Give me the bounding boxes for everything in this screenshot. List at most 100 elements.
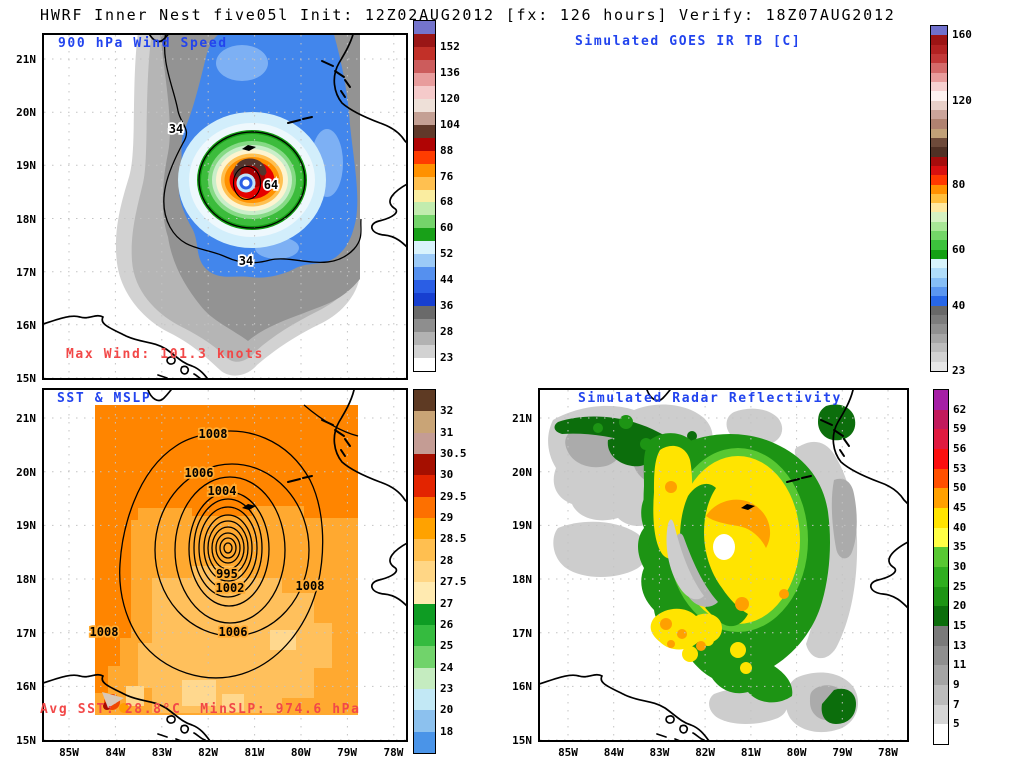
colorbar-cell (934, 665, 948, 686)
colorbar-tick-label: 80 (952, 177, 966, 191)
grid-lines (44, 35, 406, 379)
colorbar-tick-label: 28.5 (440, 532, 467, 546)
colorbar-tick-label: 40 (952, 298, 966, 312)
colorbar-cell (414, 358, 435, 372)
colorbar-cell (414, 228, 435, 243)
colorbar-tick-label: 36 (440, 299, 454, 313)
lat-label: 18N (16, 212, 36, 226)
colorbar-cell (414, 582, 435, 605)
colorbar-tick-label: 45 (953, 501, 967, 514)
colorbar-cell (414, 710, 435, 733)
colorbar-tick-label: 25 (953, 579, 967, 593)
colorbar-tick-label: 60 (952, 242, 966, 256)
colorbar-tick-label: 23 (440, 681, 454, 695)
colorbar-cell (414, 124, 435, 139)
figure-title: HWRF Inner Nest five05l Init: 12Z02AUG20… (40, 6, 896, 24)
lat-label: 17N (16, 265, 36, 279)
lat-label: 20N (16, 465, 36, 479)
contour-label: 64 (264, 178, 278, 192)
lat-label: 19N (512, 519, 532, 533)
wind-map: 34 64 34 (42, 33, 408, 380)
wind-contour-labels: 34 64 34 (167, 120, 280, 270)
colorbar-tick-label: 24 (440, 660, 454, 674)
colorbar-cell (934, 586, 948, 608)
lat-label: 15N (16, 734, 36, 748)
max-wind-annotation: Max Wind: 101.3 knots (66, 347, 264, 362)
colorbar-tick-label: 28 (440, 325, 454, 339)
lon-label: 78W (383, 746, 404, 759)
colorbar-cell (414, 624, 435, 648)
colorbar-cell (934, 468, 948, 490)
colorbar-cell (414, 111, 435, 126)
colorbar-tick-label: 104 (440, 117, 460, 131)
colorbar-tick-label: 50 (953, 481, 967, 495)
colorbar-cell (414, 496, 435, 520)
colorbar-tick-label: 120 (952, 93, 972, 107)
colorbar-cell (414, 176, 435, 191)
colorbar-tick-label: 35 (953, 540, 967, 554)
contour-label: 1004 (208, 484, 237, 498)
lat-label: 18N (512, 573, 532, 586)
colorbar-tick-label: 15 (953, 619, 967, 632)
colorbar-cell (414, 189, 435, 204)
colorbar-tick-label: 28 (440, 553, 454, 567)
colorbar-cell (414, 72, 435, 87)
colorbar-tick-label: 152 (440, 39, 460, 53)
colorbar-cell (414, 539, 435, 562)
colorbar-tick-label: 5 (953, 717, 960, 731)
colorbar-cell (414, 411, 435, 434)
colorbar-cell (414, 85, 435, 100)
lat-label: 21N (16, 412, 36, 425)
colorbar-cell (414, 332, 435, 347)
colorbar-cell (934, 390, 948, 411)
lon-label: 80W (290, 746, 311, 759)
colorbar-cell (934, 606, 948, 627)
colorbar-tick-label: 53 (953, 461, 967, 475)
lon-label: 83W (151, 746, 172, 759)
lon-label: 80W (786, 746, 807, 759)
colorbar-cell (414, 254, 435, 269)
colorbar-cell (414, 267, 435, 282)
colorbar-tick-label: 13 (953, 638, 967, 652)
colorbar-cell (934, 547, 948, 568)
colorbar-cell (414, 345, 435, 360)
colorbar-cell (414, 137, 435, 152)
colorbar-cell (934, 508, 948, 529)
colorbar-tick-label: 120 (440, 91, 460, 105)
contour-label: 34 (169, 122, 183, 136)
colorbar-tick-label: 29 (440, 511, 454, 525)
colorbar-cell (934, 685, 948, 706)
colorbar-cell (414, 454, 435, 477)
sst-mslp-annotation: Avg SST: 28.8°C MinSLP: 974.6 hPa (40, 702, 361, 717)
contour-label: 1008 (296, 579, 325, 593)
colorbar-tick-label: 68 (440, 195, 454, 209)
lon-label: 81W (740, 746, 761, 759)
colorbar-cell (414, 33, 435, 48)
colorbar-tick-label: 31 (440, 425, 454, 439)
lon-label: 79W (337, 746, 358, 759)
colorbar-cell (414, 688, 435, 712)
colorbar-cell (414, 163, 435, 178)
lon-label: 84W (603, 746, 624, 759)
contour-label: 1006 (185, 466, 214, 480)
lon-label: 81W (244, 746, 265, 759)
lon-label: 79W (832, 746, 853, 759)
lat-label: 21N (512, 412, 532, 425)
lat-label: 17N (512, 626, 532, 640)
colorbar-tick-label: 88 (440, 143, 454, 157)
land-fill (102, 692, 124, 708)
wind-colorbar: 152 136 120 104 88 76 68 60 52 44 36 28 23 (413, 20, 460, 372)
colorbar-tick-label: 30 (953, 560, 967, 573)
lon-label: 82W (695, 746, 716, 759)
colorbar-cell (414, 646, 435, 669)
colorbar-tick-label: 30.5 (440, 447, 467, 461)
colorbar-tick-label: 160 (952, 28, 972, 42)
mslp-contours (119, 404, 359, 679)
colorbar-tick-label: 76 (440, 169, 454, 183)
colorbar-cell (414, 306, 435, 321)
wind-contours (163, 33, 362, 264)
colorbar-tick-label: 20 (953, 599, 967, 613)
lon-label: 85W (59, 746, 79, 759)
colorbar-cell (414, 46, 435, 61)
